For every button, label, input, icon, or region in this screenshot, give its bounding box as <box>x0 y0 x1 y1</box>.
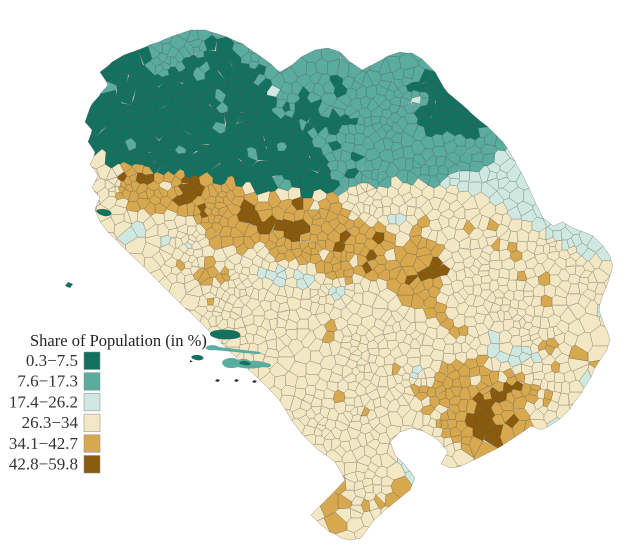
svg-text:0.3−7.5: 0.3−7.5 <box>26 351 78 370</box>
svg-text:Share of Population (in %): Share of Population (in %) <box>30 331 207 350</box>
svg-text:34.1−42.7: 34.1−42.7 <box>9 434 79 453</box>
svg-text:17.4−26.2: 17.4−26.2 <box>9 392 78 411</box>
svg-text:26.3−34: 26.3−34 <box>22 413 79 432</box>
svg-text:42.8−59.8: 42.8−59.8 <box>9 455 78 474</box>
svg-text:7.6−17.3: 7.6−17.3 <box>17 372 78 391</box>
